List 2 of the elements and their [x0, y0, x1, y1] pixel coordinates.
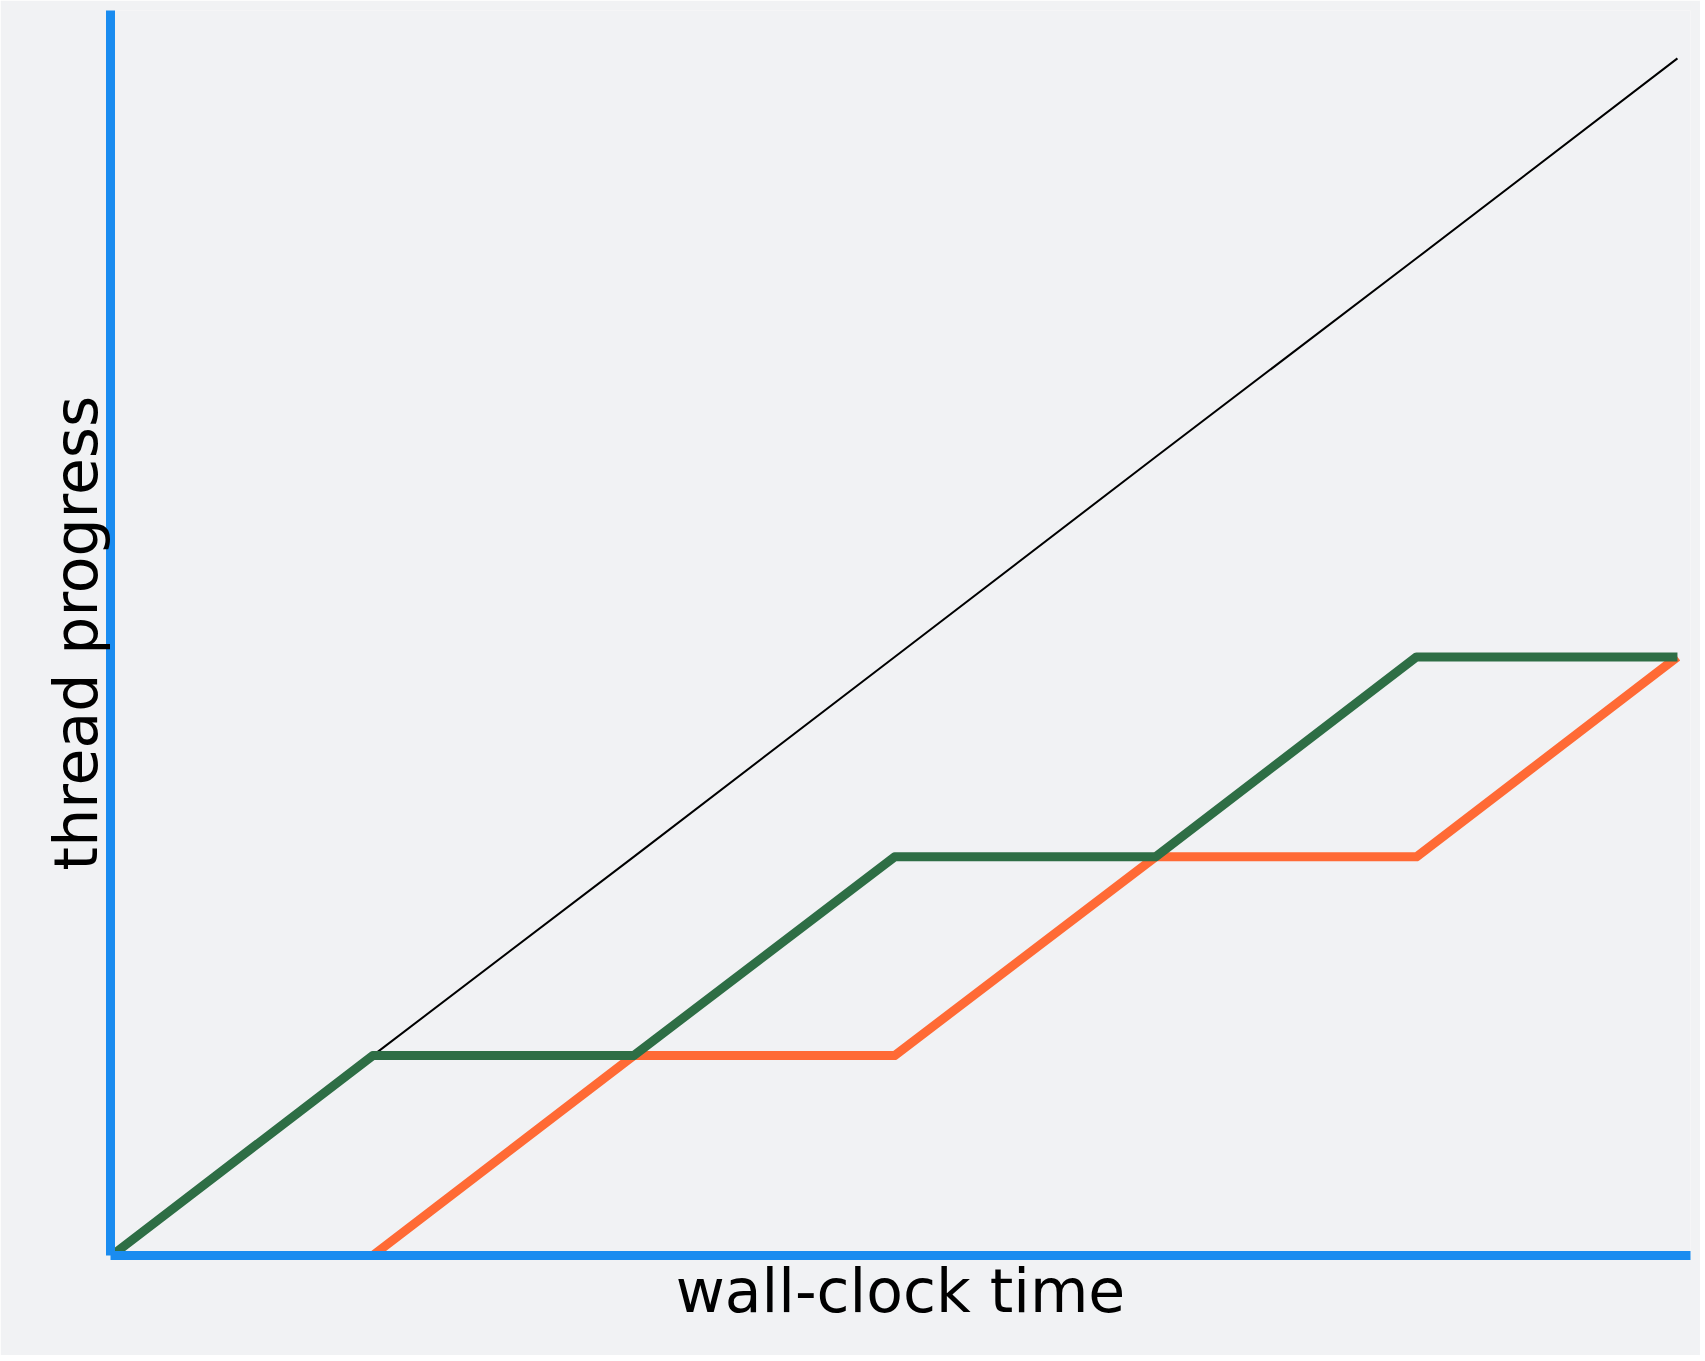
y-axis-title: thread progress	[40, 395, 111, 871]
x-axis-title: wall-clock time	[675, 1255, 1126, 1326]
